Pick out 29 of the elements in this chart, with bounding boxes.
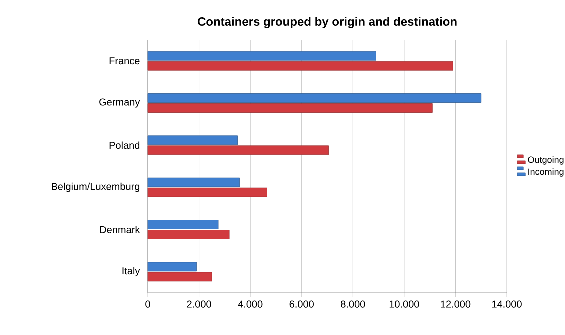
bar	[148, 146, 329, 156]
legend-label: Outgoing	[528, 156, 564, 165]
x-tick-label: 0	[146, 300, 150, 308]
bar	[148, 230, 230, 240]
bar	[148, 220, 219, 230]
y-tick-label: Germany	[100, 98, 140, 108]
chart-title: Containers grouped by origin and destination	[198, 17, 457, 28]
bar	[148, 178, 240, 188]
x-tick-label: 12.000	[441, 300, 471, 308]
y-tick-label: Belgium/Luxemburg	[52, 182, 140, 192]
x-tick-label: 6.000	[290, 300, 314, 308]
bar	[148, 262, 197, 272]
bar	[148, 188, 268, 198]
x-tick-label: 14.000	[492, 300, 522, 308]
y-tick-label: France	[110, 58, 140, 65]
y-tick-label: Denmark	[100, 226, 140, 234]
x-tick-label: 4.000	[238, 300, 263, 308]
bar	[148, 104, 433, 113]
y-tick-label: Italy	[122, 267, 140, 277]
x-tick-label: 8.000	[341, 300, 366, 308]
x-tick-label: 10.000	[390, 300, 420, 308]
bar	[148, 272, 212, 282]
bar	[148, 94, 482, 103]
legend-label: Incoming	[528, 168, 564, 177]
y-tick-label: Poland	[110, 142, 140, 150]
x-tick-label: 2.000	[187, 300, 212, 308]
bar	[148, 51, 376, 61]
bar	[148, 136, 238, 146]
bar	[148, 61, 454, 71]
